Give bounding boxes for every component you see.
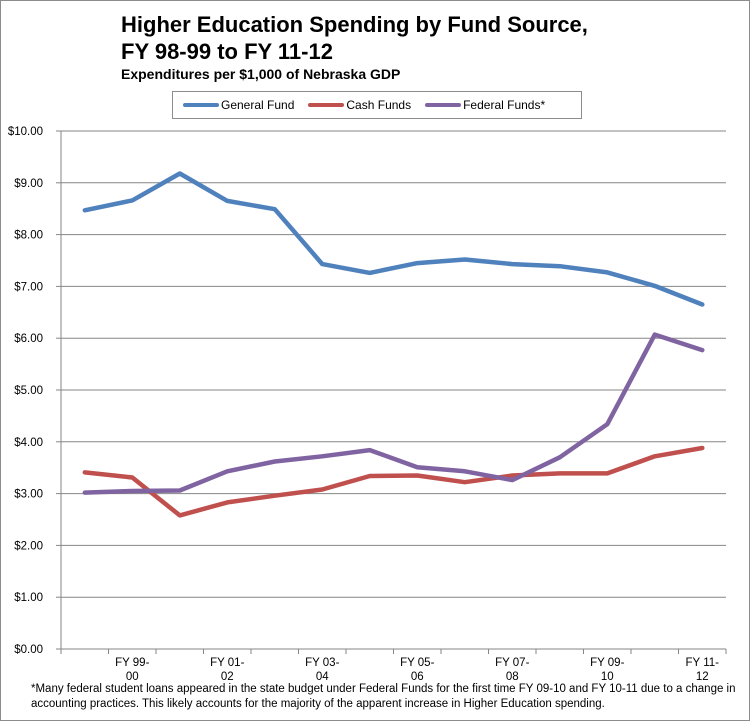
x-tick-label: FY 07- (495, 657, 529, 669)
chart-subtitle: Expenditures per $1,000 of Nebraska GDP (121, 66, 401, 82)
legend-item-federal-funds: Federal Funds* (425, 98, 545, 112)
legend-swatch-cash-funds (308, 103, 345, 107)
y-tick-label: $3.00 (14, 489, 43, 501)
x-tick-label: FY 03- (305, 657, 339, 669)
chart-title-line-2: FY 98-99 to FY 11-12 (121, 39, 333, 64)
series-line-federal-funds (82, 332, 705, 495)
legend-item-cash-funds: Cash Funds (308, 98, 411, 112)
y-tick-label: $10.00 (8, 126, 43, 138)
x-tick-label-line-2: 06 (411, 671, 424, 683)
y-tick-label: $5.00 (14, 385, 43, 397)
legend-label-cash-funds: Cash Funds (346, 98, 412, 112)
x-tick-label: FY 01- (210, 657, 244, 669)
series-line-general-fund (82, 171, 705, 307)
x-tick-label-line-2: 00 (126, 671, 139, 683)
legend-item-general-fund: General Fund (183, 98, 294, 112)
chart-footnote: *Many federal student loans appeared in … (31, 683, 736, 710)
legend-swatch-federal-funds (425, 103, 462, 107)
x-tick-label: FY 05- (400, 657, 434, 669)
x-tick-label: FY 09- (590, 657, 624, 669)
x-tick-label-line-2: 10 (601, 671, 614, 683)
chart-legend: General Fund Cash Funds Federal Funds* (172, 91, 582, 119)
chart-title-line-1: Higher Education Spending by Fund Source… (121, 12, 588, 37)
x-tick-label-line-2: 02 (221, 671, 234, 683)
y-tick-label: $6.00 (14, 333, 43, 345)
legend-label-general-fund: General Fund (221, 98, 295, 112)
x-tick-label-line-2: 12 (696, 671, 709, 683)
legend-label-federal-funds: Federal Funds* (463, 98, 546, 112)
x-tick-label-line-2: 04 (316, 671, 329, 683)
y-tick-label: $1.00 (14, 592, 43, 604)
y-tick-label: $8.00 (14, 230, 43, 242)
x-tick-label: FY 11- (686, 657, 720, 669)
chart-title: Higher Education Spending by Fund Source… (121, 11, 588, 65)
y-tick-label: $0.00 (14, 644, 43, 656)
y-tick-label: $2.00 (14, 540, 43, 552)
y-tick-label: $7.00 (14, 281, 43, 293)
x-tick-label: FY 99- (115, 657, 149, 669)
series-line-cash-funds (82, 445, 705, 518)
legend-swatch-general-fund (183, 103, 219, 107)
y-tick-label: $4.00 (14, 437, 43, 449)
y-tick-label: $9.00 (14, 178, 43, 190)
x-tick-label-line-2: 08 (506, 671, 519, 683)
